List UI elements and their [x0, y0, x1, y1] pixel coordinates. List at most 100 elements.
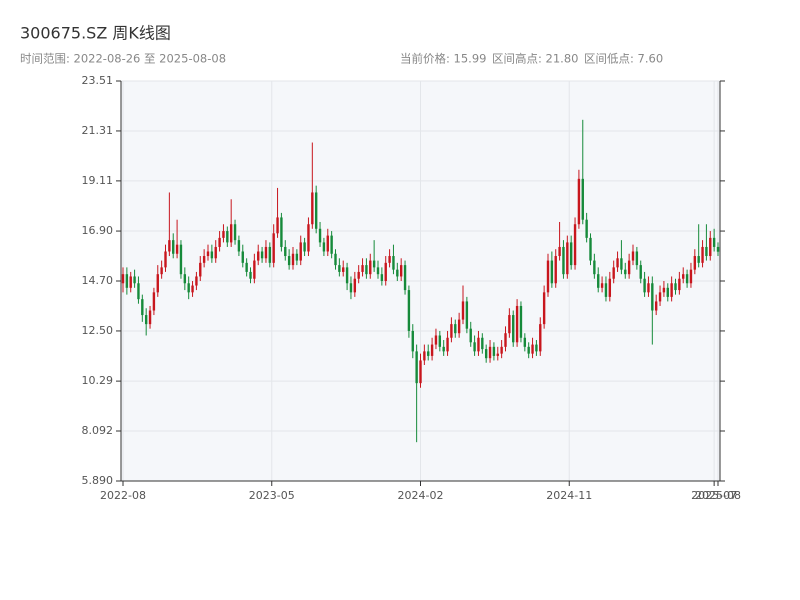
candle-body: [291, 253, 295, 266]
candle-body: [257, 251, 260, 261]
candle-body: [624, 269, 627, 275]
candle-body: [361, 265, 364, 272]
candle-body: [469, 328, 472, 343]
candle-body: [342, 267, 345, 272]
candle-body: [666, 287, 669, 297]
candle-body: [141, 299, 144, 316]
candle-body: [187, 283, 190, 293]
candle-body: [249, 271, 252, 279]
y-tick-label: 10.29: [82, 374, 114, 387]
candle-body: [303, 242, 306, 252]
candle-body: [129, 276, 132, 288]
candle-body: [152, 292, 156, 311]
candle-body: [307, 224, 310, 252]
candle-body: [264, 246, 268, 259]
candle-body: [512, 315, 515, 343]
candle-body: [620, 258, 623, 270]
y-tick-label: 21.31: [82, 124, 114, 137]
candle-body: [685, 274, 689, 284]
candle-body: [515, 305, 519, 343]
candle-body: [245, 262, 248, 272]
candle-body: [546, 260, 550, 293]
candle-body: [450, 324, 453, 338]
candle-body: [651, 283, 654, 311]
candle-body: [473, 342, 476, 352]
candle-body: [168, 240, 171, 252]
candle-body: [419, 360, 422, 384]
candle-body: [585, 219, 588, 238]
candle-body: [349, 283, 353, 293]
x-tick-label: 2025-07: [691, 489, 737, 502]
candle-body: [639, 265, 642, 279]
candle-body: [531, 344, 534, 354]
chart-title: 300675.SZ 周K线图: [20, 24, 171, 43]
candle-body: [318, 228, 322, 243]
candle-body: [229, 224, 233, 243]
stat-price: 当前价格: 15.99: [400, 52, 486, 66]
candle-body: [616, 258, 619, 268]
candle-body: [427, 351, 430, 356]
candle-body: [148, 310, 152, 325]
candle-body: [573, 224, 577, 266]
candle-body: [284, 246, 287, 257]
candle-body: [314, 192, 318, 229]
x-tick-label: 2024-02: [398, 489, 444, 502]
candle-body: [477, 337, 480, 352]
candle-body: [542, 292, 546, 325]
candle-body: [569, 242, 573, 266]
candle-body: [519, 305, 523, 338]
candle-body: [396, 269, 399, 277]
candle-body: [280, 217, 283, 247]
candle-body: [457, 319, 461, 334]
candle-body: [589, 237, 592, 261]
candle-body: [527, 346, 530, 354]
candle-body: [260, 251, 264, 259]
candle-body: [701, 246, 704, 263]
candle-body: [407, 290, 411, 331]
candle-body: [345, 267, 349, 284]
candle-body: [411, 330, 414, 352]
candle-body: [674, 283, 677, 291]
stat-high: 区间高点: 21.80: [492, 52, 578, 66]
candle-body: [465, 301, 469, 329]
candle-body: [299, 242, 302, 261]
candle-body: [330, 235, 333, 254]
candle-body: [372, 260, 376, 268]
candle-body: [697, 256, 700, 263]
candle-body: [172, 240, 175, 254]
y-tick-label: 19.11: [82, 174, 114, 187]
y-tick-label: 16.90: [82, 224, 114, 237]
candle-body: [295, 253, 299, 261]
candle-body: [608, 278, 612, 297]
candle-body: [369, 260, 372, 275]
candle-body: [210, 251, 214, 259]
candle-body: [226, 231, 229, 243]
x-tick-label: 2024-11: [546, 489, 592, 502]
candle-body: [662, 287, 666, 293]
candle-body: [326, 235, 329, 252]
candle-body: [496, 353, 499, 356]
candle-body: [566, 242, 569, 275]
candle-body: [535, 344, 538, 352]
candle-body: [376, 267, 380, 275]
candle-body: [191, 285, 194, 293]
candle-body: [500, 346, 503, 354]
candle-body: [287, 256, 291, 266]
candle-body: [581, 178, 584, 220]
candle-body: [689, 269, 693, 284]
candle-body: [577, 178, 581, 225]
candle-body: [716, 246, 720, 252]
stat-low: 区间低点: 7.60: [584, 52, 663, 66]
candle-body: [612, 267, 615, 279]
candle-body: [403, 265, 407, 291]
candle-body: [712, 237, 716, 247]
candle-body: [558, 246, 561, 257]
candle-body: [597, 274, 600, 288]
candle-body: [709, 237, 712, 257]
candle-body: [423, 351, 426, 361]
candle-body: [647, 283, 650, 293]
candle-body: [705, 246, 708, 257]
candle-body: [268, 246, 272, 263]
